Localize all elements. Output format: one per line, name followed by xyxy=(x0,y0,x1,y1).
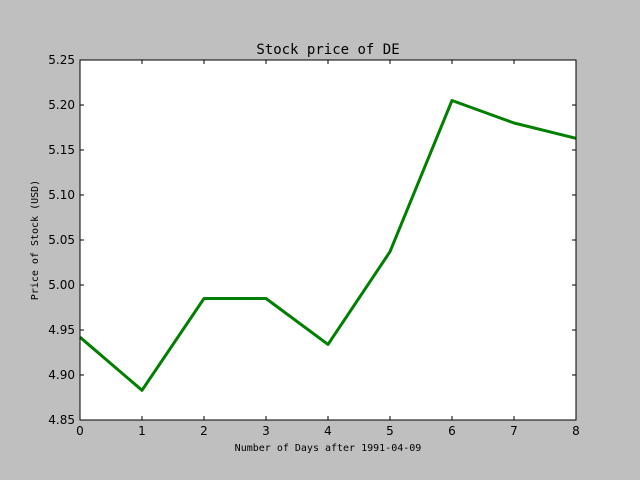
y-tick-label: 5.00 xyxy=(48,278,75,292)
y-tick-label: 5.10 xyxy=(48,188,75,202)
y-axis-label: Price of Stock (USD) xyxy=(30,180,41,300)
y-tick-label: 5.15 xyxy=(48,143,75,157)
x-tick-label: 2 xyxy=(200,424,208,438)
x-tick-label: 8 xyxy=(572,424,580,438)
x-tick-label: 6 xyxy=(448,424,456,438)
y-tick-label: 4.90 xyxy=(48,368,75,382)
x-tick-label: 5 xyxy=(386,424,394,438)
x-tick-label: 0 xyxy=(76,424,84,438)
x-tick-label: 3 xyxy=(262,424,270,438)
y-tick-label: 5.25 xyxy=(48,53,75,67)
y-tick-label: 5.05 xyxy=(48,233,75,247)
y-tick-label: 5.20 xyxy=(48,98,75,112)
plot-area xyxy=(80,60,576,420)
x-tick-label: 4 xyxy=(324,424,332,438)
y-tick-label: 4.95 xyxy=(48,323,75,337)
x-tick-label: 7 xyxy=(510,424,518,438)
series-line xyxy=(79,99,577,392)
chart-title: Stock price of DE xyxy=(256,42,399,58)
x-axis-label: Number of Days after 1991-04-09 xyxy=(235,443,422,454)
plot-frame xyxy=(79,59,577,421)
x-tick-labels: 0 1 2 3 4 5 6 7 8 xyxy=(76,424,580,438)
y-tick-label: 4.85 xyxy=(48,413,75,427)
x-tick-label: 1 xyxy=(138,424,146,438)
y-tick-labels: 4.85 4.90 4.95 5.00 5.05 5.10 5.15 5.20 5.25 xyxy=(48,53,75,427)
